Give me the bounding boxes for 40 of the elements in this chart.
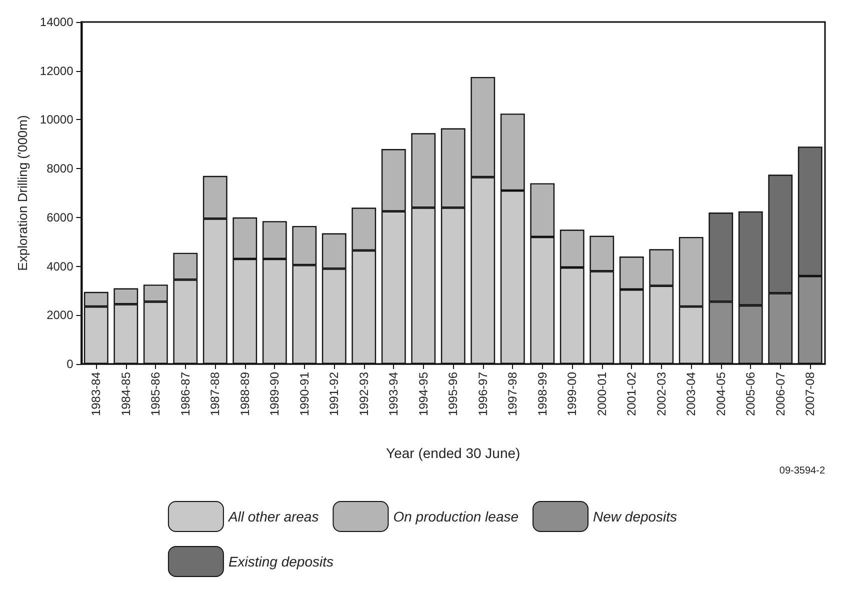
x-tick-label: 1987-88 xyxy=(208,372,222,416)
x-tick-label: 1998-99 xyxy=(535,372,550,416)
x-tick-label: 1983-84 xyxy=(89,372,104,416)
x-tick-label: 1989-90 xyxy=(268,372,282,416)
x-tick-label: 1993-94 xyxy=(386,372,401,416)
text: 09-3594-2 xyxy=(779,466,826,476)
x-tick-label: 1995-96 xyxy=(446,372,460,416)
x-tick-label: 2007-08 xyxy=(803,372,818,416)
x-tick-label: 1994-95 xyxy=(416,372,430,416)
y-tick-label: 6000 xyxy=(46,210,74,224)
legend-label: New deposits xyxy=(593,508,678,524)
legend-label: All other areas xyxy=(227,508,319,524)
y-tick-label: 0 xyxy=(66,357,74,371)
x-tick-label: 2001-02 xyxy=(624,372,639,416)
y-tick-label: 10000 xyxy=(40,112,74,127)
x-tick-label: 1991-92 xyxy=(327,372,342,416)
y-axis-title: Exploration Drilling ('000m) xyxy=(15,115,30,271)
x-tick-label: 1992-93 xyxy=(356,372,371,416)
x-tick-label: 2005-06 xyxy=(744,372,758,416)
x-tick-label: 2000-01 xyxy=(594,372,609,416)
x-tick-label: 1990-91 xyxy=(297,372,312,416)
x-tick-label: 1996-97 xyxy=(476,372,490,416)
x-tick-label: 1999-00 xyxy=(565,372,580,416)
x-tick-label: 2006-07 xyxy=(773,372,788,416)
y-tick-label: 2000 xyxy=(46,308,74,322)
legend-label: Existing deposits xyxy=(228,554,334,570)
x-tick-label: 2003-04 xyxy=(684,372,698,416)
x-tick-label: 1984-85 xyxy=(118,372,133,416)
x-tick-label: 2004-05 xyxy=(714,372,728,416)
x-tick-label: 1986-87 xyxy=(178,372,192,416)
x-tick-label: 1985-86 xyxy=(148,372,163,416)
x-tick-label: 1997-98 xyxy=(506,372,520,416)
y-tick-label: 4000 xyxy=(46,259,74,274)
x-tick-label: 1988-89 xyxy=(238,372,252,416)
y-tick-label: 14000 xyxy=(40,15,74,29)
x-axis-title: Year (ended 30 June) xyxy=(386,445,520,461)
legend-label: On production lease xyxy=(393,508,519,524)
x-tick-label: 2002-03 xyxy=(654,372,668,416)
y-tick-label: 8000 xyxy=(46,162,74,176)
y-tick-label: 12000 xyxy=(40,64,74,78)
